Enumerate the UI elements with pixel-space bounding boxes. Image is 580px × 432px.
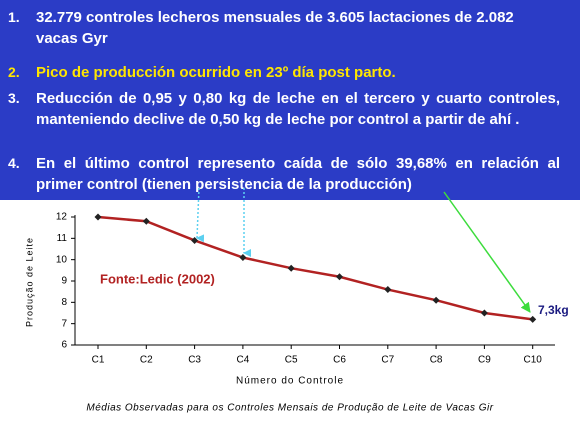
marker [239, 254, 247, 262]
x-tick-label: C7 [381, 355, 394, 366]
y-tick-label: 10 [56, 254, 68, 265]
x-tick-label: C4 [237, 355, 250, 366]
line [97, 215, 533, 321]
marker [142, 217, 150, 225]
x-axis-label: Número do Controle [236, 376, 344, 387]
marker [529, 315, 537, 323]
marker [480, 309, 488, 317]
y-tick-label: 12 [56, 212, 68, 223]
y-tick-label: 6 [61, 340, 67, 351]
marker [432, 296, 440, 304]
arrow [443, 191, 531, 313]
marker [336, 273, 343, 281]
annotation: Fonte:Ledic (2002) [100, 271, 215, 286]
item-text: 32.779 controles lecheros mensuales de 3… [36, 9, 514, 47]
list-item: 2. Pico de producción ocurrido en 23º día… [8, 62, 553, 83]
y-tick-label: 7 [61, 318, 67, 329]
list-item: 4. En el último control represento caída … [8, 153, 560, 195]
x-tick-label: C9 [478, 355, 491, 366]
list-item: 1. 32.779 controles lecheros mensuales de… [8, 7, 553, 49]
annotation: 7,3kg [538, 303, 569, 317]
y-axis-label: Produção de Leite [24, 237, 34, 327]
marker [191, 236, 199, 244]
caption: Médias Observadas para os Controles Mens… [86, 403, 493, 414]
marker [287, 264, 295, 272]
x-tick-label: C2 [140, 355, 153, 366]
x-tick-label: C10 [524, 355, 543, 366]
item-number: 2. [8, 64, 20, 80]
list-item: 3. Reducción de 0,95 y 0,80 kg de leche e… [8, 88, 560, 130]
item-text: Pico de producción ocurrido en 23º día p… [36, 64, 396, 81]
y-tick-label: 8 [61, 297, 67, 308]
marker [94, 213, 102, 221]
item-number: 3. [8, 90, 20, 106]
marker [384, 286, 392, 294]
x-tick-label: C3 [188, 355, 201, 366]
item-number: 4. [8, 155, 20, 171]
text-panel [0, 0, 580, 200]
item-text: Reducción de 0,95 y 0,80 kg de leche en … [36, 90, 560, 128]
x-tick-label: C5 [285, 355, 298, 366]
x-tick-label: C1 [92, 355, 105, 366]
x-tick-label: C8 [430, 355, 443, 366]
y-tick-label: 11 [57, 233, 68, 244]
arrow [196, 187, 205, 243]
y-tick-label: 9 [61, 276, 67, 287]
item-text: En el último control represento caída de… [36, 155, 560, 193]
x-tick-label: C6 [333, 355, 346, 366]
item-number: 1. [8, 9, 20, 25]
